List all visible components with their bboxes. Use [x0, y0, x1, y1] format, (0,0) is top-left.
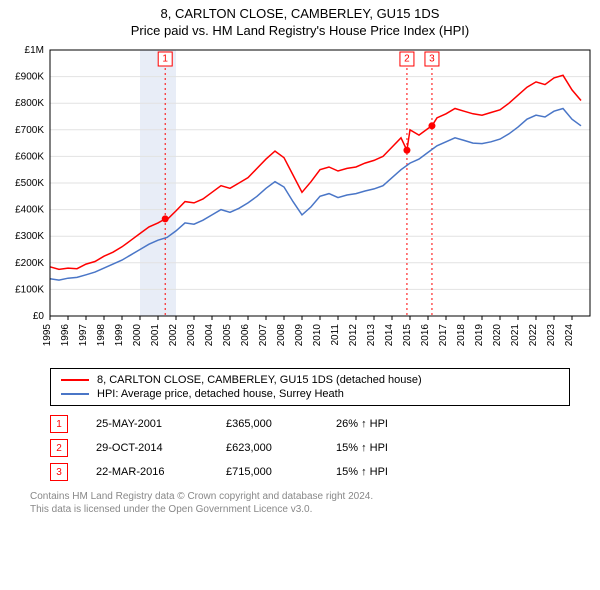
svg-text:2008: 2008 [276, 324, 287, 347]
svg-text:1997: 1997 [78, 324, 89, 347]
page-subtitle: Price paid vs. HM Land Registry's House … [0, 23, 600, 38]
svg-text:1999: 1999 [114, 324, 125, 347]
svg-text:£500K: £500K [15, 178, 44, 189]
table-row: 1 25-MAY-2001 £365,000 26% ↑ HPI [50, 412, 570, 436]
sale-price: £365,000 [226, 418, 336, 430]
svg-text:2001: 2001 [150, 324, 161, 347]
svg-text:1995: 1995 [42, 324, 53, 347]
chart-container: £0 £100K £200K £300K £400K £500K £600K £700K £80… [0, 42, 600, 362]
svg-text:2012: 2012 [348, 324, 359, 347]
svg-text:2016: 2016 [420, 324, 431, 347]
svg-text:£0: £0 [33, 311, 45, 322]
legend-swatch-red [61, 379, 89, 381]
svg-text:2002: 2002 [168, 324, 179, 347]
sale-pct-vs-hpi: 15% ↑ HPI [336, 442, 446, 454]
legend-label: HPI: Average price, detached house, Surr… [97, 388, 344, 400]
legend-item-hpi: HPI: Average price, detached house, Surr… [61, 387, 559, 401]
svg-text:2006: 2006 [240, 324, 251, 347]
svg-text:2014: 2014 [384, 324, 395, 347]
svg-text:2023: 2023 [546, 324, 557, 347]
svg-text:3: 3 [429, 54, 435, 65]
svg-text:£300K: £300K [15, 231, 44, 242]
price-chart: £0 £100K £200K £300K £400K £500K £600K £700K £80… [0, 42, 600, 362]
sale-date: 29-OCT-2014 [96, 442, 226, 454]
svg-text:2005: 2005 [222, 324, 233, 347]
table-row: 2 29-OCT-2014 £623,000 15% ↑ HPI [50, 436, 570, 460]
svg-text:1: 1 [162, 54, 168, 65]
sale-price: £715,000 [226, 466, 336, 478]
svg-text:2003: 2003 [186, 324, 197, 347]
legend-item-price-paid: 8, CARLTON CLOSE, CAMBERLEY, GU15 1DS (d… [61, 373, 559, 387]
svg-text:2009: 2009 [294, 324, 305, 347]
footer-line: This data is licensed under the Open Gov… [30, 503, 570, 516]
legend: 8, CARLTON CLOSE, CAMBERLEY, GU15 1DS (d… [50, 368, 570, 406]
footer-attribution: Contains HM Land Registry data © Crown c… [30, 490, 570, 516]
sales-table: 1 25-MAY-2001 £365,000 26% ↑ HPI 2 29-OC… [50, 412, 570, 484]
sale-price: £623,000 [226, 442, 336, 454]
svg-text:2004: 2004 [204, 324, 215, 347]
sale-date: 22-MAR-2016 [96, 466, 226, 478]
svg-text:£1M: £1M [25, 45, 44, 56]
sale-marker-3: 3 [50, 463, 68, 481]
svg-text:2007: 2007 [258, 324, 269, 347]
sale-marker-2: 2 [50, 439, 68, 457]
legend-swatch-blue [61, 393, 89, 395]
sale-pct-vs-hpi: 26% ↑ HPI [336, 418, 446, 430]
svg-text:£600K: £600K [15, 151, 44, 162]
legend-label: 8, CARLTON CLOSE, CAMBERLEY, GU15 1DS (d… [97, 374, 422, 386]
svg-text:£800K: £800K [15, 98, 44, 109]
svg-text:£400K: £400K [15, 205, 44, 216]
footer-line: Contains HM Land Registry data © Crown c… [30, 490, 570, 503]
table-row: 3 22-MAR-2016 £715,000 15% ↑ HPI [50, 460, 570, 484]
svg-text:2015: 2015 [402, 324, 413, 347]
svg-text:2010: 2010 [312, 324, 323, 347]
svg-text:£900K: £900K [15, 72, 44, 83]
svg-text:1996: 1996 [60, 324, 71, 347]
svg-text:2017: 2017 [438, 324, 449, 347]
svg-text:2019: 2019 [474, 324, 485, 347]
sale-marker-1: 1 [50, 415, 68, 433]
svg-text:2013: 2013 [366, 324, 377, 347]
svg-text:£200K: £200K [15, 258, 44, 269]
sale-date: 25-MAY-2001 [96, 418, 226, 430]
svg-text:£100K: £100K [15, 284, 44, 295]
svg-text:£700K: £700K [15, 125, 44, 136]
svg-text:2: 2 [404, 54, 410, 65]
svg-text:2000: 2000 [132, 324, 143, 347]
svg-text:2022: 2022 [528, 324, 539, 347]
sale-pct-vs-hpi: 15% ↑ HPI [336, 466, 446, 478]
svg-text:1998: 1998 [96, 324, 107, 347]
svg-text:2018: 2018 [456, 324, 467, 347]
svg-text:2011: 2011 [330, 324, 341, 346]
svg-text:2024: 2024 [564, 324, 575, 347]
svg-text:2020: 2020 [492, 324, 503, 347]
svg-text:2021: 2021 [510, 324, 521, 347]
page-title: 8, CARLTON CLOSE, CAMBERLEY, GU15 1DS [0, 6, 600, 21]
